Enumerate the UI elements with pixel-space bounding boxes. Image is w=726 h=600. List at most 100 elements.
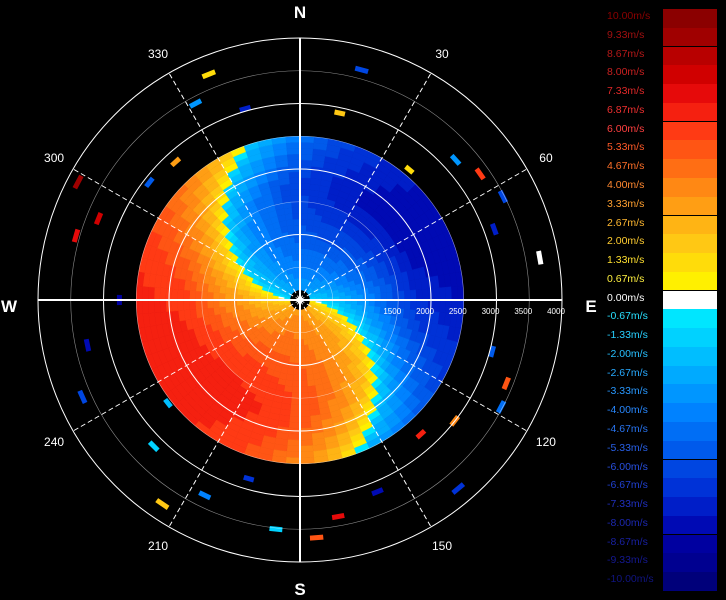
velocity-cell <box>287 439 301 447</box>
velocity-cell <box>350 289 358 296</box>
azimuth-spoke <box>299 168 528 301</box>
velocity-cell <box>299 374 308 382</box>
legend-entry: -3.33m/s <box>605 384 717 404</box>
velocity-cell <box>299 153 313 161</box>
legend-entry: -8.00m/s <box>605 515 717 535</box>
legend-label: 0.67m/s <box>607 272 645 285</box>
velocity-cell <box>198 490 212 501</box>
velocity-cell <box>289 415 301 423</box>
legend-swatch <box>663 102 717 122</box>
velocity-cell <box>218 292 226 301</box>
velocity-cell <box>299 433 313 441</box>
velocity-cell <box>404 290 411 301</box>
legend-entry: -2.00m/s <box>605 346 717 366</box>
velocity-cell <box>299 212 308 220</box>
velocity-cell <box>371 487 384 497</box>
legend-swatch <box>663 478 717 497</box>
velocity-cell <box>299 439 313 447</box>
legend-swatch <box>663 572 717 591</box>
east-label: E <box>585 297 596 316</box>
velocity-cell <box>71 228 81 243</box>
velocity-cell <box>285 219 294 227</box>
legend-entry: 2.67m/s <box>605 215 717 235</box>
legend-label: 2.00m/s <box>607 235 645 248</box>
velocity-cell <box>288 171 301 179</box>
velocity-cell <box>287 159 301 167</box>
velocity-cell <box>286 147 301 155</box>
velocity-cell <box>299 207 309 214</box>
velocity-cell <box>299 386 309 393</box>
velocity-cell <box>309 534 324 541</box>
range-azimuth-grid <box>37 37 563 563</box>
velocity-cell <box>306 219 315 227</box>
azimuth-spoke <box>168 299 301 528</box>
legend-swatch <box>663 271 717 291</box>
legend-label: 4.00m/s <box>607 178 645 191</box>
legend-entry: -6.00m/s <box>605 459 717 479</box>
legend-swatch <box>663 365 717 385</box>
velocity-cell <box>299 451 314 459</box>
legend-entry: -10.00m/s <box>605 572 717 591</box>
velocity-cell <box>159 287 167 301</box>
velocity-cell <box>304 356 312 364</box>
velocity-cell <box>299 421 312 429</box>
range-label: 3500 <box>514 307 532 316</box>
velocity-cell <box>356 288 364 296</box>
velocity-cell <box>155 498 170 510</box>
legend-swatch <box>663 497 717 516</box>
velocity-cell <box>219 285 227 294</box>
velocity-cell <box>379 284 387 294</box>
velocity-cell <box>236 304 244 312</box>
velocity-cell <box>171 288 179 301</box>
legend-swatch <box>663 440 717 460</box>
azimuth-label: 240 <box>44 435 64 449</box>
legend-swatch <box>663 65 717 84</box>
velocity-cell <box>380 292 388 301</box>
legend-label: -9.33m/s <box>607 554 648 567</box>
velocity-cell <box>153 299 161 313</box>
legend-swatch <box>663 459 717 479</box>
velocity-cell <box>306 379 316 387</box>
velocity-cell <box>286 141 301 149</box>
legend-entry: -7.33m/s <box>605 497 717 516</box>
legend-entry: 9.33m/s <box>605 27 717 47</box>
velocity-cell <box>286 225 295 233</box>
legend-label: -1.33m/s <box>607 329 648 342</box>
legend-entry: 2.00m/s <box>605 234 717 253</box>
velocity-cell <box>373 285 381 294</box>
legend-swatch <box>663 290 717 310</box>
velocity-cell <box>291 254 297 262</box>
legend-entry: -9.33m/s <box>605 553 717 573</box>
legend-label: 4.67m/s <box>607 160 645 173</box>
north-label: N <box>294 3 306 22</box>
azimuth-label: 60 <box>539 151 553 165</box>
velocity-cell <box>287 153 301 161</box>
velocity-cell <box>299 409 311 417</box>
azimuth-label: 150 <box>432 539 452 553</box>
velocity-cell <box>299 183 311 191</box>
legend-entry: 8.67m/s <box>605 46 717 66</box>
velocity-cell <box>212 292 220 301</box>
azimuth-spoke <box>168 72 301 301</box>
velocity-cell <box>147 286 155 301</box>
legend-entry: 6.00m/s <box>605 121 717 141</box>
velocity-cell <box>286 451 301 459</box>
range-label: 4000 <box>547 307 565 316</box>
velocity-cell <box>299 147 314 155</box>
velocity-cell <box>433 287 441 301</box>
velocity-cell <box>415 289 423 301</box>
velocity-cell <box>303 344 310 352</box>
velocity-cell <box>289 409 301 417</box>
legend-entry: -4.67m/s <box>605 422 717 441</box>
velocity-cell <box>474 167 486 181</box>
velocity-cell <box>163 397 173 409</box>
velocity-cell <box>292 380 301 388</box>
velocity-cell <box>421 288 429 301</box>
azimuth-spoke <box>72 168 301 301</box>
velocity-cell <box>299 218 308 226</box>
velocity-cell <box>306 373 315 381</box>
range-label: 3000 <box>482 307 500 316</box>
velocity-cell <box>338 291 346 297</box>
velocity-cell <box>501 376 511 391</box>
west-label: W <box>1 297 18 316</box>
